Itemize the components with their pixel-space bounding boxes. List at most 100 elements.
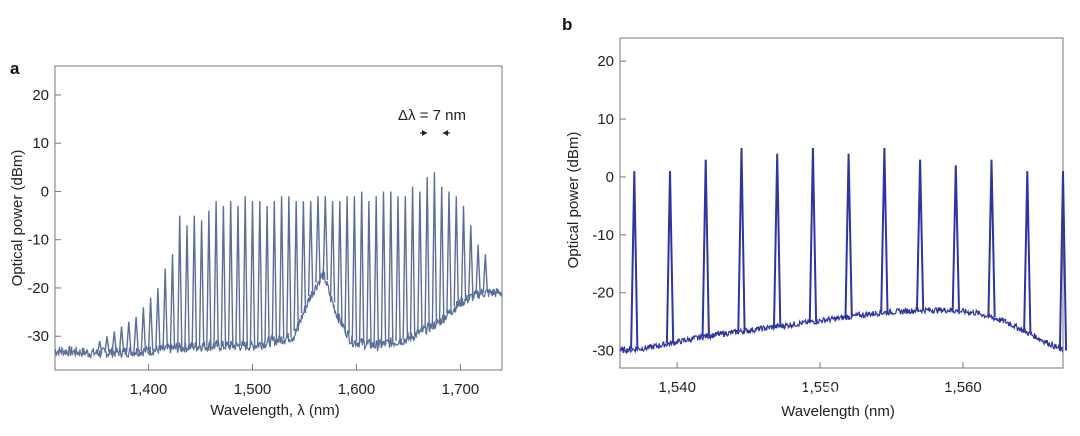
comb-line-peak <box>380 191 387 345</box>
comb-line-peak <box>315 196 321 283</box>
panel-b-y-ticks: -30 -20 -10 0 10 20 <box>592 53 626 360</box>
comb-line-peak <box>191 215 198 347</box>
comb-line-peak <box>118 326 125 353</box>
comb-line-peak <box>737 147 746 332</box>
watermark-text: 知乎 @通信百科 <box>796 385 957 410</box>
comb-line-peak <box>880 147 889 313</box>
comb-line-peak <box>475 244 481 295</box>
comb-line-peak <box>329 201 336 303</box>
panel-b: b -30 -20 -10 0 10 20 1,540 1,550 1,560 Wavelen… <box>562 15 1068 420</box>
comb-line-peak <box>184 225 190 348</box>
comb-line-peak <box>916 159 925 311</box>
comb-line-peak <box>1023 171 1032 333</box>
comb-line-peak <box>482 254 489 293</box>
y-tick-label: -10 <box>27 232 49 249</box>
comb-line-peak <box>665 171 675 344</box>
comb-line-peak <box>388 191 394 343</box>
panel-a-y-axis-label: Optical power (dBm) <box>9 150 26 287</box>
comb-line-peak <box>438 186 445 320</box>
comb-line-peak <box>235 205 241 346</box>
comb-line-peak <box>453 196 459 307</box>
panel-b-x-ticks: 1,540 1,550 1,560 <box>658 362 982 396</box>
comb-line-peak <box>808 147 818 322</box>
comb-line-peak <box>169 254 176 349</box>
y-tick-label: -30 <box>27 328 49 345</box>
x-tick-label: 1,700 <box>442 381 480 398</box>
y-tick-label: -20 <box>592 285 614 302</box>
panel-a-y-ticks: -30 -20 -10 0 10 20 <box>27 87 61 345</box>
comb-line-peak <box>140 307 147 351</box>
panel-b-x-axis-label: Wavelength (nm) <box>781 403 895 420</box>
panel-a-letter: a <box>10 59 20 78</box>
comb-line-peak <box>177 215 183 348</box>
y-tick-label: 20 <box>32 87 49 104</box>
comb-line-peak <box>227 201 234 346</box>
comb-line-peak <box>701 159 710 337</box>
y-tick-label: 20 <box>597 53 614 70</box>
comb-line-peak <box>264 205 270 343</box>
comb-line-peak <box>417 191 423 333</box>
x-tick-label: 1,400 <box>130 381 168 398</box>
comb-line-peak <box>395 196 401 342</box>
comb-line-peak <box>286 196 292 338</box>
noise-floor-trace <box>54 268 503 360</box>
comb-line-peak <box>951 165 960 311</box>
x-tick-label: 1,600 <box>338 381 376 398</box>
comb-line-peak <box>96 340 103 354</box>
y-tick-label: -30 <box>592 343 614 360</box>
panel-b-letter: b <box>562 15 572 34</box>
comb-line-peak <box>257 201 263 345</box>
delta-lambda-annotation: Δλ = 7 nm <box>398 107 466 136</box>
panel-a-x-ticks: 1,400 1,500 1,600 1,700 <box>130 364 479 398</box>
comb-line-peak <box>424 176 430 329</box>
delta-arrowhead-right <box>443 130 448 136</box>
panel-a-frame <box>54 65 503 371</box>
comb-line-peak <box>213 201 219 346</box>
panel-a: a -30 -20 -10 0 10 20 1,400 1,500 1,600 1,700 Wa… <box>9 59 503 419</box>
comb-line-peak <box>147 297 154 351</box>
comb-line-peak <box>322 196 329 280</box>
comb-line-peak <box>307 201 314 296</box>
comb-line-peak <box>337 201 343 320</box>
watermark-logo-icon <box>764 384 788 408</box>
comb-line-peak <box>630 171 639 350</box>
comb-line-peak <box>242 196 248 346</box>
delta-arrowhead-left <box>422 130 427 136</box>
comb-line-peak <box>373 196 379 346</box>
comb-line-peak <box>468 225 474 298</box>
comb-line-peak <box>402 196 409 340</box>
y-tick-label: 0 <box>606 169 614 186</box>
comb-line-peak <box>293 201 299 332</box>
comb-line-peak <box>358 191 365 344</box>
delta-lambda-label: Δλ = 7 nm <box>398 107 466 124</box>
y-tick-label: -10 <box>592 227 614 244</box>
watermark: 知乎 @通信百科 <box>764 384 957 410</box>
comb-line-peak <box>198 220 205 346</box>
comb-line-peak <box>155 287 161 350</box>
comb-line-peak <box>278 196 285 340</box>
y-tick-label: -20 <box>27 280 49 297</box>
x-tick-label: 1,500 <box>234 381 272 398</box>
panel-a-plot-area <box>54 172 503 360</box>
x-tick-label: 1,560 <box>944 379 982 396</box>
comb-line-peak <box>844 153 853 317</box>
panel-b-y-axis-label: Optical power (dBm) <box>565 132 582 269</box>
comb-line-peak <box>111 331 117 353</box>
y-tick-label: 10 <box>32 135 49 152</box>
panel-a-x-axis-label: Wavelength, λ (nm) <box>210 402 340 419</box>
comb-line-peak <box>773 153 782 327</box>
comb-line-peak <box>446 191 452 314</box>
comb-line-peak <box>206 210 212 346</box>
comb-line-peak <box>220 205 227 346</box>
comb-line-peak <box>366 201 372 345</box>
comb-line-peak <box>1058 171 1068 351</box>
comb-line-peak <box>409 186 416 337</box>
panel-b-plot-area <box>619 147 1068 355</box>
noise-floor-trace <box>619 305 1064 355</box>
comb-line-peak <box>300 201 307 314</box>
comb-line-peak <box>126 321 132 352</box>
comb-line-peak <box>249 201 256 346</box>
y-tick-label: 0 <box>41 183 49 200</box>
x-tick-label: 1,540 <box>658 379 696 396</box>
